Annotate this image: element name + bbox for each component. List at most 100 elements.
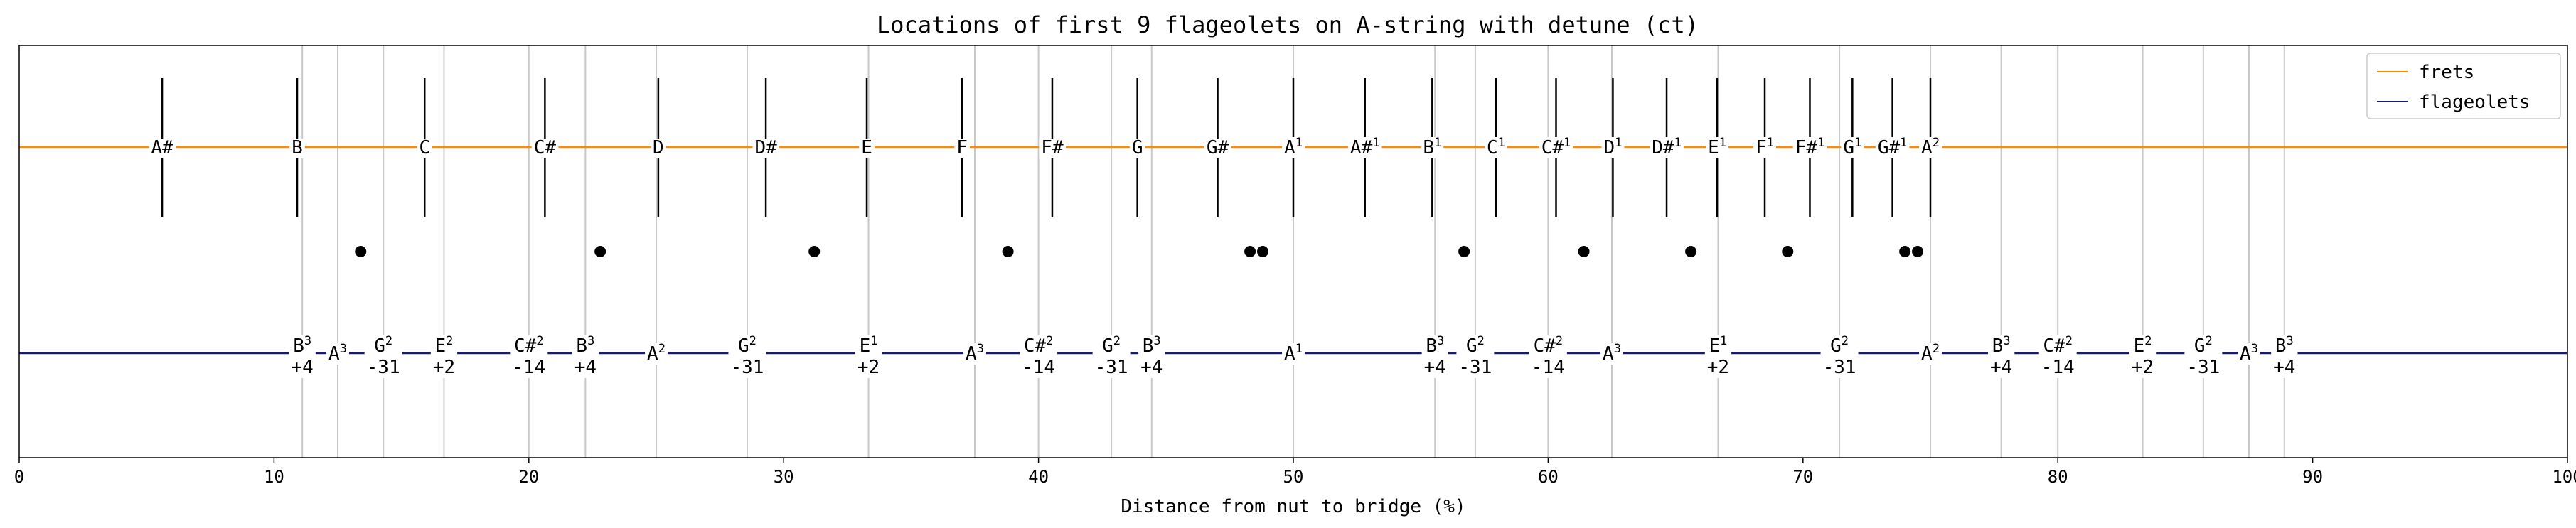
fret-label: A# [149, 137, 176, 158]
markers [355, 246, 1924, 257]
fret-label: B [289, 137, 305, 158]
note-text: B3 [1143, 334, 1161, 357]
label-background [1039, 139, 1066, 158]
label-background [963, 343, 986, 365]
fret-label: C1 [1484, 136, 1507, 158]
fret-label: F1 [1753, 136, 1776, 158]
note-text: F# [1041, 137, 1064, 158]
flageolet-label: A1 [1282, 342, 1305, 365]
fret-label: C [417, 137, 433, 158]
label-background [2038, 335, 2077, 378]
label-background [1421, 335, 1448, 378]
note-text: G# [1207, 137, 1229, 158]
fret-label: D#1 [1650, 136, 1684, 158]
label-background [1347, 137, 1382, 158]
note-text: G2 [738, 334, 757, 357]
fret-label: F#1 [1792, 136, 1827, 158]
fret-label: E1 [1706, 136, 1728, 158]
fret-label: C#1 [1539, 136, 1573, 158]
label-background [1456, 335, 1495, 378]
label-background [1539, 137, 1573, 158]
fret-label: B1 [1421, 136, 1444, 158]
note-text: A2 [647, 342, 666, 365]
note-text: G1 [1843, 136, 1861, 158]
marker-dot [1912, 246, 1924, 257]
label-background [728, 335, 766, 378]
label-background [364, 335, 402, 378]
detune-text: -14 [1532, 357, 1565, 378]
detune-text: -31 [1458, 357, 1492, 378]
x-tick-label: 0 [14, 467, 24, 487]
label-background [651, 139, 666, 158]
note-text: C#2 [514, 334, 544, 357]
marker-dot [1782, 246, 1794, 257]
note-text: B3 [293, 334, 311, 357]
flageolet-label: E1+2 [1704, 334, 1732, 378]
label-background [2129, 335, 2157, 378]
detune-text: +2 [2132, 357, 2154, 378]
flageolet-label: E2+2 [430, 334, 458, 378]
note-text: F [956, 137, 968, 158]
label-background [2238, 343, 2260, 365]
flageolet-label: C#2-14 [1529, 334, 1567, 378]
x-axis: 0 10 20 30 40 50 60 70 80 90 100 [14, 458, 2576, 487]
note-text: B3 [1426, 334, 1444, 357]
legend-label-flageolets: flageolets [2419, 92, 2530, 113]
flageolet-label: E2+2 [2129, 334, 2157, 378]
x-tick-label: 70 [1792, 467, 1813, 487]
label-background [1919, 137, 1942, 158]
note-text: G#1 [1878, 136, 1908, 158]
flageolet-label: G2-31 [364, 334, 402, 378]
label-background [1820, 335, 1859, 378]
detune-text: -14 [2041, 357, 2075, 378]
detune-text: -31 [730, 357, 764, 378]
label-background [1600, 343, 1623, 365]
flageolet-label: B3+4 [572, 334, 599, 378]
note-text: D [653, 137, 664, 158]
fret-labels: A# B C C# D D# E F F# G G# A1 A#1 B1 C1 C#1 D1 D#1 E1 F1 F#1… [149, 136, 1942, 158]
label-background [752, 139, 780, 158]
flageolet-label: E1+2 [855, 334, 882, 378]
flageolet-label: A3 [326, 342, 349, 365]
marker-dot [1578, 246, 1590, 257]
note-text: D#1 [1652, 136, 1682, 158]
label-background [2271, 335, 2298, 378]
label-background [1875, 137, 1910, 158]
marker-dot [1458, 246, 1470, 257]
legend-box [2366, 53, 2561, 119]
marker-dot [1244, 246, 1256, 257]
label-background [572, 335, 599, 378]
note-text: C# [534, 137, 557, 158]
label-background [289, 139, 305, 158]
note-text: G2 [2194, 334, 2213, 357]
detune-text: +2 [433, 357, 455, 378]
label-background [954, 139, 970, 158]
note-text: A#1 [1350, 136, 1380, 158]
detune-text: +4 [1424, 357, 1446, 378]
flageolet-label: B3+4 [2271, 334, 2298, 378]
note-text: F#1 [1795, 136, 1825, 158]
note-text: E [861, 137, 872, 158]
detune-text: +4 [574, 357, 597, 378]
detune-text: -31 [1823, 357, 1856, 378]
detune-text: -31 [2186, 357, 2220, 378]
detune-text: +2 [857, 357, 880, 378]
fret-label: G [1129, 137, 1145, 158]
label-background [1282, 137, 1305, 158]
note-text: A2 [1921, 342, 1940, 365]
flageolet-label: B3+4 [289, 334, 316, 378]
detune-text: +2 [1707, 357, 1729, 378]
label-background [1020, 335, 1058, 378]
x-tick-label: 60 [1538, 467, 1559, 487]
note-text: C#2 [1024, 334, 1054, 357]
label-background [1129, 139, 1145, 158]
x-tick-label: 90 [2302, 467, 2323, 487]
flageolet-label: B3+4 [1421, 334, 1448, 378]
flageolet-label: G2-31 [1820, 334, 1859, 378]
note-text: C#2 [2043, 334, 2073, 357]
marker-dot [1256, 246, 1268, 257]
marker-dot [1002, 246, 1014, 257]
fret-label: F [954, 137, 970, 158]
label-background [1092, 335, 1131, 378]
label-background [1204, 139, 1231, 158]
